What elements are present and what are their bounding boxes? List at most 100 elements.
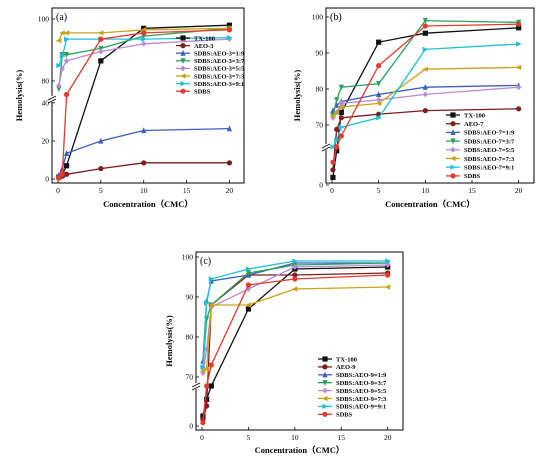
y-tick-label: 80 (186, 333, 194, 342)
legend-entry-label: SDBS:AEO-7=9:1 (464, 165, 514, 172)
legend-entry-label: SDBS:AEO-9=5:5 (336, 388, 387, 395)
data-point (334, 137, 340, 143)
legend-entry-label: AEO-3 (194, 43, 214, 50)
series-line (332, 108, 519, 170)
y-axis-label: Hemolysis(%) (164, 315, 174, 367)
series-line (202, 264, 388, 374)
series-7 (330, 41, 522, 150)
legend-entry-label: SDBS (464, 173, 481, 180)
x-tick-label: 5 (247, 433, 251, 442)
series-line (202, 260, 388, 368)
plot-frame (195, 251, 404, 431)
data-point (422, 30, 428, 36)
axis-break-gap (192, 383, 200, 389)
data-point (203, 366, 210, 372)
legend: TX-100AEO-3SDBS:AEO-3=1:9SDBS:AEO-3=3:7S… (176, 35, 245, 96)
series-line (332, 19, 519, 117)
panel-label: (c) (200, 256, 211, 267)
data-point (141, 36, 147, 42)
data-point (56, 175, 62, 181)
panel-label: (a) (56, 12, 67, 23)
legend-swatch-marker (180, 50, 186, 56)
data-point (245, 266, 252, 272)
data-point (334, 144, 340, 150)
x-tick-label: 15 (468, 186, 476, 195)
y-tick-label: 100 (38, 15, 50, 24)
data-point (516, 106, 522, 112)
legend-entry-label: AEO-7 (464, 121, 484, 128)
legend-swatch-marker (450, 129, 456, 135)
data-point (63, 91, 70, 98)
data-point (292, 264, 298, 270)
data-point (200, 420, 206, 426)
x-tick-label: 20 (384, 433, 392, 442)
data-point (330, 144, 337, 150)
legend-entry-label: SDBS:AEO-9=9:1 (336, 404, 386, 411)
data-point (59, 30, 65, 36)
data-point (63, 52, 70, 58)
data-point (141, 25, 147, 31)
y-tick-label: 20 (42, 137, 50, 146)
x-tick-label: 0 (56, 186, 60, 195)
legend-swatch-marker (321, 395, 328, 402)
data-point (59, 65, 65, 72)
legend-swatch-marker (180, 43, 186, 49)
x-tick-label: 10 (140, 186, 148, 195)
y-axis-label: Hemolysis(%) (14, 70, 24, 122)
y-tick-label: 0 (319, 181, 323, 190)
panel-label: (b) (330, 12, 342, 23)
legend-swatch-marker (179, 73, 186, 79)
legend-swatch-marker (180, 88, 186, 94)
series-line (332, 27, 519, 178)
data-point (338, 104, 344, 110)
data-point (334, 97, 340, 103)
legend-swatch-marker (450, 164, 457, 170)
data-point (376, 115, 382, 121)
data-point (55, 38, 62, 44)
legend-entry-label: SDBS:AEO-7=1:9 (464, 130, 515, 137)
data-point (141, 127, 147, 134)
axis-break-mark (321, 143, 331, 149)
series-5 (56, 36, 233, 89)
series-line (202, 274, 388, 423)
legend-entry-label: SDBS:AEO-3=9:1 (194, 81, 244, 88)
data-point (56, 62, 63, 69)
data-point (385, 262, 391, 268)
legend-entry-label: SDBS:AEO-7=7:3 (464, 156, 515, 163)
data-point (226, 160, 233, 166)
data-point (245, 302, 252, 308)
data-point (422, 91, 428, 98)
legend-entry-label: TX-100 (464, 112, 485, 119)
data-point (422, 46, 429, 52)
x-tick-label: 15 (183, 186, 191, 195)
legend-entry-label: SDBS:AEO-9=3:7 (336, 380, 387, 387)
y-axis-label: Hemolysis(%) (292, 70, 302, 122)
y-tick-label: 90 (186, 293, 194, 302)
y-tick-label: 0 (45, 175, 49, 184)
data-point (330, 174, 336, 180)
series-line (58, 27, 230, 89)
data-point (329, 113, 336, 119)
chart-panel-1: (a) 0 5 10 15 20 0 20 40 80 100 Concentration（CMC） H… (14, 7, 245, 209)
data-point (515, 64, 522, 70)
axis-break-gap (322, 144, 330, 150)
x-tick-label: 15 (338, 433, 346, 442)
x-tick-label: 0 (200, 433, 204, 442)
legend-entry-label: SDBS:AEO-9=1:9 (336, 372, 387, 379)
legend-swatch-marker (449, 155, 456, 162)
data-point (98, 58, 104, 64)
data-point (63, 36, 70, 42)
x-axis-label: Concentration（CMC） (103, 199, 193, 209)
axis-break-mark (191, 382, 201, 388)
y-tick-label: 100 (182, 253, 194, 262)
data-point (59, 171, 65, 177)
plot-frame (325, 7, 535, 184)
series-line (332, 23, 519, 163)
data-point (199, 368, 206, 374)
data-point (338, 109, 344, 115)
axis-break-mark (47, 98, 57, 104)
data-point (338, 84, 344, 91)
data-point (376, 39, 382, 45)
x-tick-label: 20 (226, 186, 234, 195)
